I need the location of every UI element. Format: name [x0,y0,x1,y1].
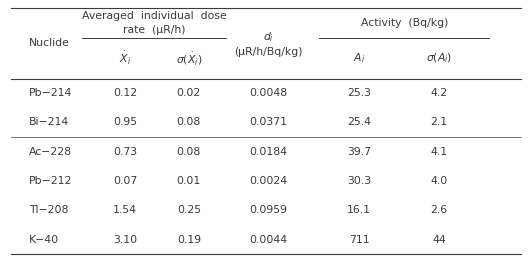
Text: Activity  (Bq/kg): Activity (Bq/kg) [361,18,448,28]
Text: 25.3: 25.3 [347,88,371,98]
Text: 44: 44 [432,234,446,244]
Text: 0.95: 0.95 [113,117,137,128]
Text: $\dot{X}_i$: $\dot{X}_i$ [119,50,131,67]
Text: 4.2: 4.2 [430,88,447,98]
Text: Bi−214: Bi−214 [29,117,70,128]
Text: $d_i$
(μR/h/Bq/kg): $d_i$ (μR/h/Bq/kg) [235,30,303,57]
Text: 711: 711 [349,234,369,244]
Text: 0.0959: 0.0959 [250,205,288,215]
Text: 30.3: 30.3 [347,176,371,186]
Text: 25.4: 25.4 [347,117,371,128]
Text: 4.1: 4.1 [430,147,447,157]
Text: 16.1: 16.1 [347,205,371,215]
Text: 1.54: 1.54 [113,205,137,215]
Text: 0.25: 0.25 [177,205,201,215]
Text: 0.07: 0.07 [113,176,137,186]
Text: 0.01: 0.01 [177,176,201,186]
Text: Pb−212: Pb−212 [29,176,73,186]
Text: 0.0184: 0.0184 [250,147,288,157]
Text: 0.0024: 0.0024 [250,176,288,186]
Text: Ac−228: Ac−228 [29,147,72,157]
Text: $\sigma(A_i)$: $\sigma(A_i)$ [426,52,452,65]
Text: $A_i$: $A_i$ [353,51,365,65]
Text: 0.12: 0.12 [113,88,137,98]
Text: 0.02: 0.02 [177,88,201,98]
Text: Pb−214: Pb−214 [29,88,73,98]
Text: 2.1: 2.1 [430,117,447,128]
Text: $\sigma(\dot{X}_i)$: $\sigma(\dot{X}_i)$ [176,50,202,67]
Text: 3.10: 3.10 [113,234,137,244]
Text: 2.6: 2.6 [430,205,447,215]
Text: Averaged  individual  dose
rate  (μR/h): Averaged individual dose rate (μR/h) [82,11,227,35]
Text: 0.08: 0.08 [177,147,201,157]
Text: 0.08: 0.08 [177,117,201,128]
Text: 0.0044: 0.0044 [250,234,288,244]
Text: 0.19: 0.19 [177,234,201,244]
Text: 0.0048: 0.0048 [250,88,288,98]
Text: 0.73: 0.73 [113,147,137,157]
Text: 0.0371: 0.0371 [250,117,288,128]
Text: Tl−208: Tl−208 [29,205,69,215]
Text: Nuclide: Nuclide [29,38,70,48]
Text: 39.7: 39.7 [347,147,371,157]
Text: 4.0: 4.0 [430,176,447,186]
Text: K−40: K−40 [29,234,60,244]
